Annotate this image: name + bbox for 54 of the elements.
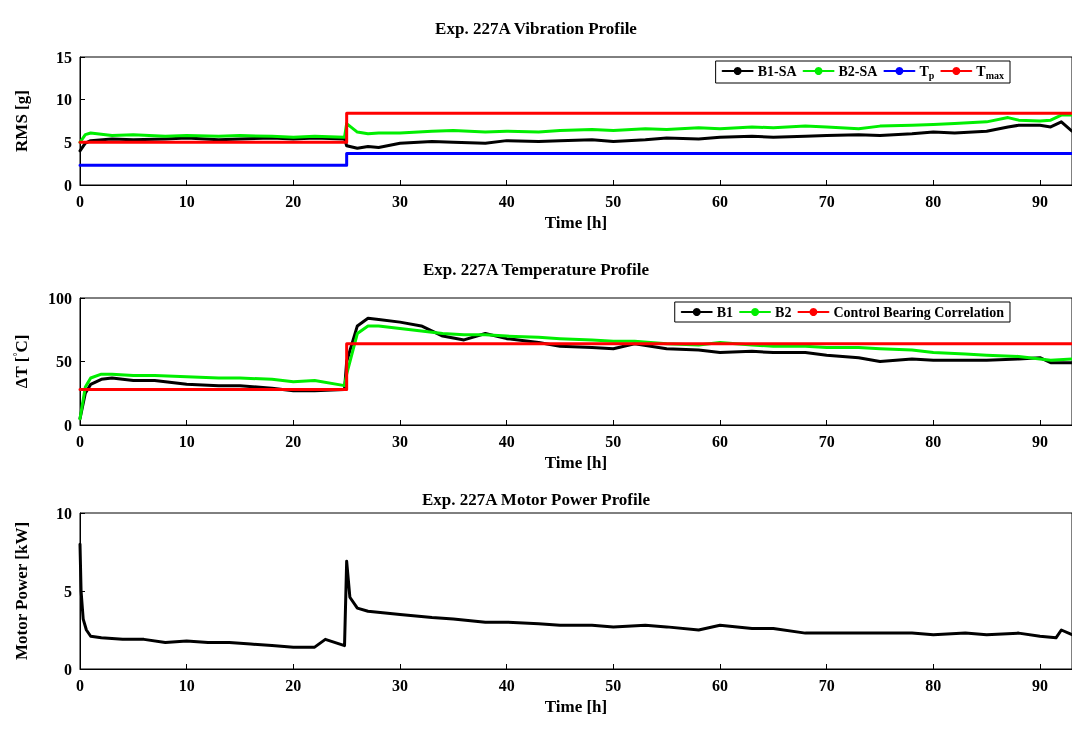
x-tick-label: 20 bbox=[285, 676, 302, 694]
x-axis-title: Time [h] bbox=[544, 452, 608, 472]
chart-title: Exp. 227A Motor Power Profile bbox=[421, 490, 651, 509]
x-tick-label: 30 bbox=[392, 192, 408, 210]
x-tick-label: 50 bbox=[605, 192, 622, 210]
x-tick-label: 20 bbox=[285, 432, 302, 450]
y-tick-label: 10 bbox=[56, 504, 72, 522]
legend-label: B2-SA bbox=[838, 63, 879, 79]
x-tick-label: 90 bbox=[1032, 192, 1048, 210]
chart-title: Exp. 227A Temperature Profile bbox=[422, 260, 650, 279]
x-tick-label: 60 bbox=[712, 676, 728, 694]
x-tick-label: 60 bbox=[712, 192, 728, 210]
x-tick-label: 0 bbox=[76, 432, 84, 450]
x-tick-label: 90 bbox=[1032, 432, 1048, 450]
x-tick-label: 40 bbox=[498, 432, 515, 450]
y-tick-label: 5 bbox=[64, 582, 72, 600]
y-tick-label: 0 bbox=[64, 660, 72, 678]
x-tick-label: 90 bbox=[1032, 676, 1048, 694]
x-tick-label: 50 bbox=[605, 432, 622, 450]
x-tick-label: 80 bbox=[925, 676, 942, 694]
y-tick-label: 0 bbox=[64, 416, 72, 434]
x-tick-label: 80 bbox=[925, 432, 942, 450]
y-tick-label: 50 bbox=[56, 353, 72, 370]
x-axis-title: Time [h] bbox=[544, 696, 608, 716]
x-tick-label: 70 bbox=[818, 432, 835, 450]
chart-title: Exp. 227A Vibration Profile bbox=[435, 19, 638, 38]
x-tick-label: 20 bbox=[285, 192, 302, 210]
legend-label: B1 bbox=[716, 304, 734, 320]
y-tick-label: 100 bbox=[48, 289, 72, 307]
x-tick-label: 10 bbox=[178, 676, 195, 694]
y-tick-label: 0 bbox=[64, 176, 72, 194]
y-axis-title: Motor Power [kW] bbox=[12, 521, 31, 661]
legend-label: B2 bbox=[775, 304, 792, 320]
x-tick-label: 40 bbox=[498, 676, 515, 694]
y-axis-title: ΔT [°C] bbox=[11, 334, 31, 389]
x-tick-label: 40 bbox=[498, 192, 515, 210]
y-axis-title: RMS [g] bbox=[12, 90, 31, 152]
x-tick-label: 30 bbox=[392, 432, 408, 450]
y-tick-label: 10 bbox=[56, 91, 72, 109]
x-tick-label: 60 bbox=[712, 432, 728, 450]
x-tick-label: 50 bbox=[605, 676, 622, 694]
x-tick-label: 70 bbox=[818, 192, 835, 210]
x-tick-label: 0 bbox=[76, 192, 84, 210]
x-tick-label: 10 bbox=[178, 432, 195, 450]
x-axis-title: Time [h] bbox=[544, 212, 608, 232]
x-tick-label: 30 bbox=[392, 676, 408, 694]
y-tick-label: 15 bbox=[56, 48, 72, 66]
legend-label: Control Bearing Correlation bbox=[833, 304, 1005, 320]
x-tick-label: 70 bbox=[818, 676, 835, 694]
x-tick-label: 10 bbox=[178, 192, 195, 210]
y-tick-label: 5 bbox=[64, 133, 72, 151]
x-tick-label: 0 bbox=[76, 676, 84, 694]
x-tick-label: 80 bbox=[925, 192, 942, 210]
legend-label: B1-SA bbox=[757, 63, 798, 79]
